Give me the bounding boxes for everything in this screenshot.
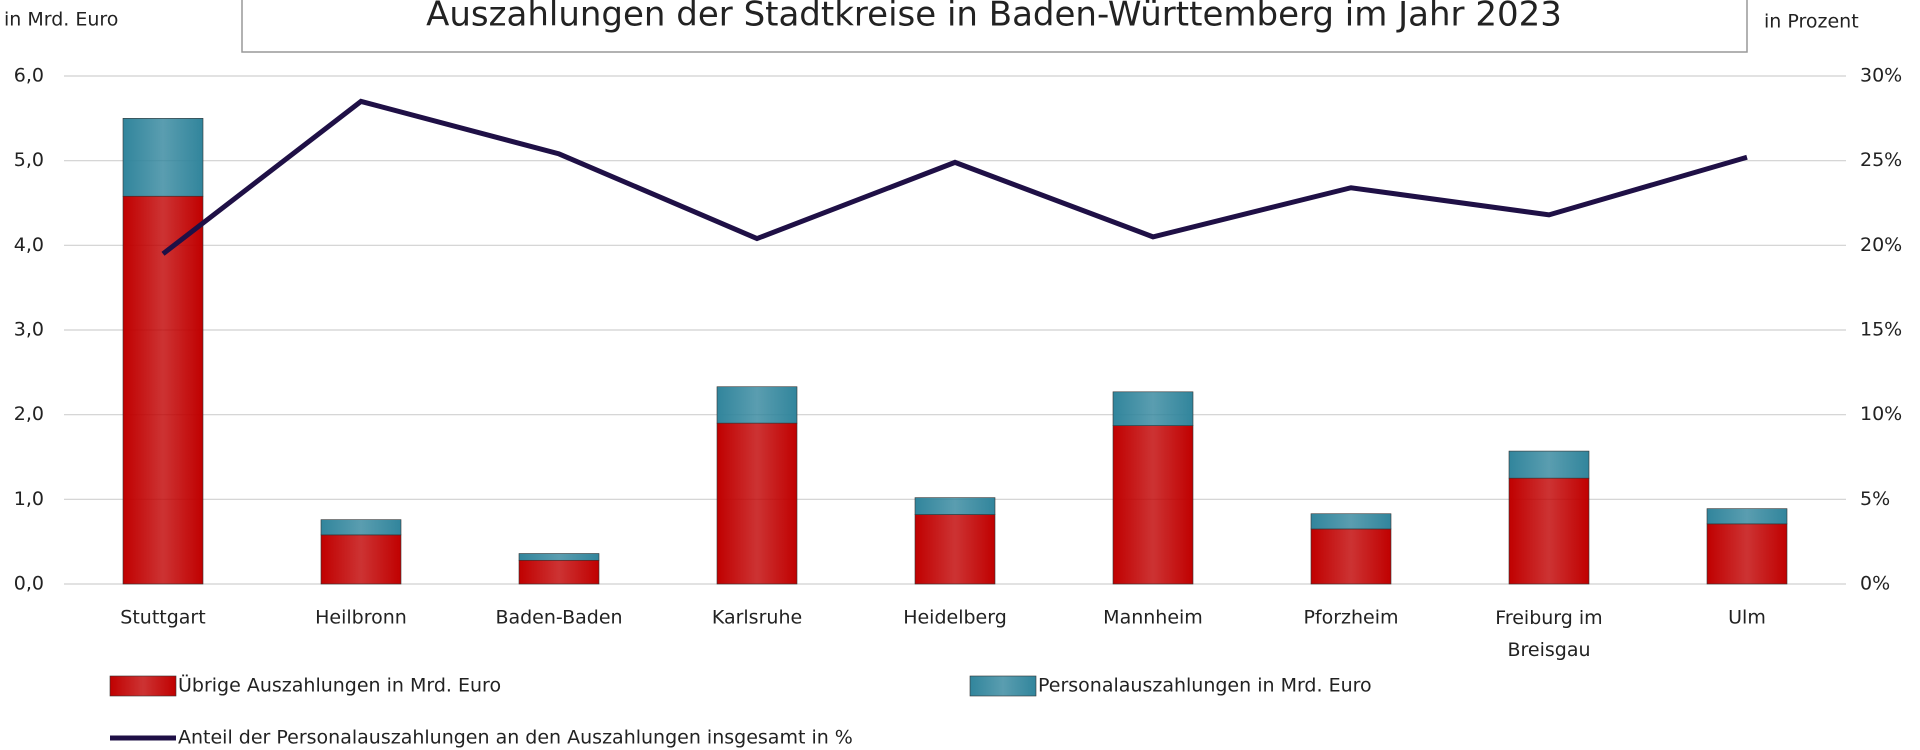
- y2-tick-label: 30%: [1860, 65, 1902, 87]
- y2-tick-label: 10%: [1860, 403, 1902, 425]
- bar: [1310, 513, 1392, 530]
- y2-tick-label: 5%: [1860, 488, 1890, 510]
- y2-tick-label: 20%: [1860, 234, 1902, 256]
- x-tick-label: Heidelberg: [903, 607, 1007, 629]
- bar: [716, 386, 798, 424]
- title-box: [241, 0, 1748, 53]
- bar: [716, 422, 798, 585]
- bar: [1508, 450, 1590, 479]
- bar: [518, 559, 600, 585]
- legend-label: Übrige Auszahlungen in Mrd. Euro: [178, 674, 501, 697]
- x-tick-label: Mannheim: [1103, 607, 1203, 629]
- y2-tick-label: 15%: [1860, 319, 1902, 341]
- chart-title: Auszahlungen der Stadtkreise in Baden-Wü…: [426, 0, 1562, 35]
- legend-swatch: [109, 675, 177, 697]
- bar: [1706, 523, 1788, 585]
- x-tick-label: Pforzheim: [1303, 607, 1398, 629]
- y-tick-label: 0,0: [14, 573, 44, 595]
- legend-label: Anteil der Personalauszahlungen an den A…: [178, 727, 853, 749]
- x-tick-label: Karlsruhe: [712, 607, 802, 629]
- bar: [914, 497, 996, 515]
- legend-swatch: [969, 675, 1037, 697]
- bar: [122, 195, 204, 585]
- line: [161, 98, 1748, 256]
- y-tick-label: 6,0: [14, 65, 44, 87]
- bar: [320, 519, 402, 536]
- y-axis-label: in Mrd. Euro: [4, 9, 118, 31]
- x-tick-label: Ulm: [1728, 607, 1766, 629]
- y-tick-label: 1,0: [14, 488, 44, 510]
- y-tick-label: 4,0: [14, 234, 44, 256]
- y2-tick-label: 25%: [1860, 149, 1902, 171]
- x-tick-label: Heilbronn: [315, 607, 407, 629]
- bar: [320, 534, 402, 585]
- y-tick-label: 3,0: [14, 319, 44, 341]
- bar: [914, 514, 996, 585]
- y2-tick-label: 0%: [1860, 573, 1890, 595]
- bar: [122, 118, 204, 197]
- bar: [1112, 391, 1194, 426]
- x-tick-label: Baden-Baden: [495, 607, 622, 629]
- legend-label: Personalauszahlungen in Mrd. Euro: [1038, 675, 1372, 697]
- bar: [518, 553, 600, 561]
- bar: [1310, 528, 1392, 585]
- y2-axis-label: in Prozent: [1764, 11, 1859, 33]
- bar: [1112, 425, 1194, 585]
- bar: [1508, 477, 1590, 585]
- x-tick-label: Stuttgart: [120, 607, 205, 629]
- y-tick-label: 2,0: [14, 403, 44, 425]
- x-tick-label: Freiburg im Breisgau: [1495, 607, 1602, 661]
- bar: [1706, 508, 1788, 525]
- y-tick-label: 5,0: [14, 149, 44, 171]
